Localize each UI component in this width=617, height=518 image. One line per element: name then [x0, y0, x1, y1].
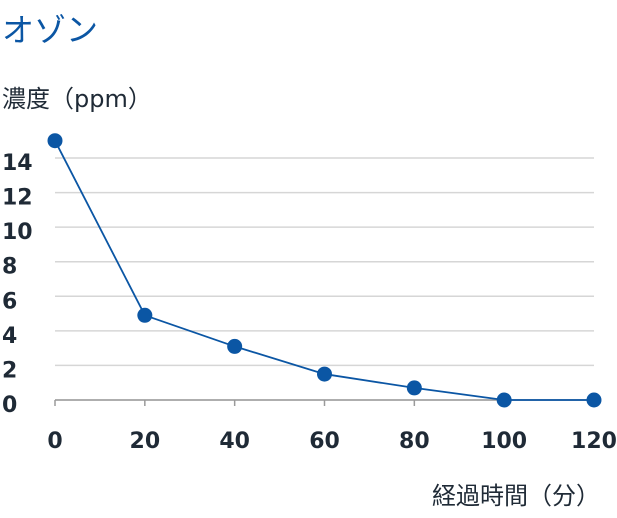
point: [137, 307, 153, 323]
x-tick-label: 100: [481, 429, 527, 454]
y-axis-label: 濃度（ppm）: [2, 85, 152, 113]
point: [317, 366, 332, 382]
x-tick-label: 40: [219, 429, 250, 454]
point: [47, 133, 63, 149]
y-tick-label: 0: [2, 393, 17, 418]
y-tick-label: 6: [2, 289, 17, 314]
point: [586, 392, 602, 408]
chart-title: オゾン: [2, 11, 98, 49]
y-tick-label: 12: [2, 186, 33, 211]
point: [496, 392, 512, 408]
line: [54, 140, 594, 401]
x-tick-label: 20: [130, 429, 161, 454]
point: [406, 380, 422, 396]
y-tick-label: 10: [2, 220, 33, 245]
y-tick-label: 4: [2, 324, 17, 349]
x-tick-label: 80: [399, 429, 430, 454]
x-tick-label: 0: [47, 429, 62, 454]
point: [227, 338, 243, 354]
y-tick-label: 2: [2, 358, 17, 383]
y-tick-label: 8: [2, 255, 17, 280]
x-axis-label: 経過時間（分）: [432, 482, 600, 510]
x-tick-label: 60: [309, 429, 340, 454]
y-tick-label: 14: [2, 151, 33, 176]
x-tick-label: 120: [571, 429, 617, 454]
